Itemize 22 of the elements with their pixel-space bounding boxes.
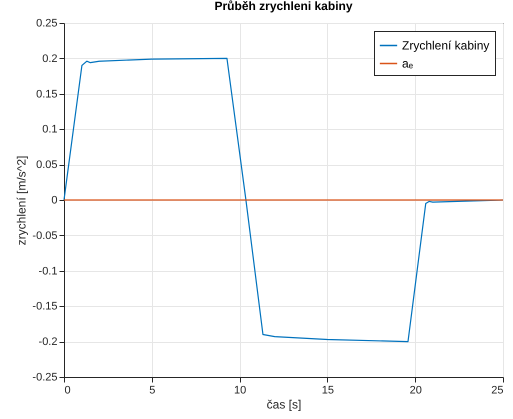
y-tick-label: -0.2 bbox=[38, 336, 58, 348]
y-tick-label: -0.05 bbox=[32, 230, 58, 242]
legend-label: aₑ bbox=[402, 56, 414, 70]
y-tick-label: 0.05 bbox=[36, 159, 58, 172]
y-tick-label: 0.1 bbox=[42, 124, 58, 136]
y-tick-label: 0.2 bbox=[42, 52, 58, 65]
chart-title: Průběh zrychleni kabiny bbox=[214, 0, 353, 13]
y-tick-label: 0 bbox=[51, 194, 58, 206]
y-tick-label: 0.15 bbox=[36, 88, 58, 100]
x-tick-label: 5 bbox=[149, 384, 156, 396]
x-axis-title: čas [s] bbox=[266, 398, 302, 412]
y-tick-label: -0.25 bbox=[32, 372, 58, 384]
x-tick-label: 0 bbox=[64, 384, 71, 396]
x-tick-label: 25 bbox=[491, 384, 504, 396]
y-axis-title: zrychlení [m/s^2] bbox=[14, 156, 28, 246]
y-tick-label: -0.1 bbox=[38, 265, 58, 278]
legend-label: Zrychlení kabiny bbox=[402, 38, 490, 52]
y-tick-label: -0.15 bbox=[32, 300, 58, 313]
x-tick-label: 20 bbox=[410, 384, 422, 396]
y-tick-label: 0.25 bbox=[36, 18, 58, 30]
x-tick-label: 10 bbox=[234, 384, 246, 396]
x-tick-label: 15 bbox=[322, 384, 334, 396]
